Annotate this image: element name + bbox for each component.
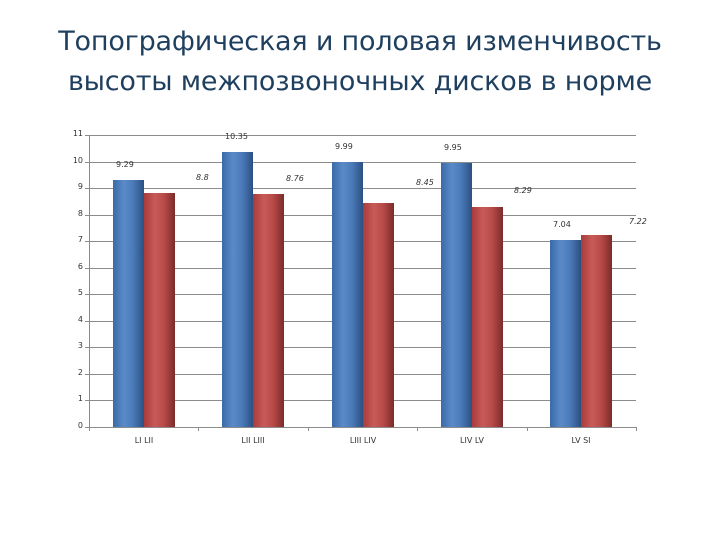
chart-title: Топографическая и половая изменчивость в… [0, 22, 720, 102]
y-tick-mark [85, 294, 89, 295]
y-tick-mark [85, 321, 89, 322]
data-label-series2: 7.22 [629, 217, 647, 226]
category-label: LIV LV [460, 436, 484, 445]
y-axis [89, 135, 90, 428]
data-label-series1: 9.29 [116, 160, 134, 169]
y-tick-mark [85, 400, 89, 401]
data-label-series1: 9.95 [444, 143, 462, 152]
y-tick-mark [85, 374, 89, 375]
y-tick-label: 7 [77, 235, 83, 244]
y-tick-mark [85, 427, 89, 428]
y-tick-mark [85, 135, 89, 136]
data-label-series2: 8.45 [416, 178, 434, 187]
bar-series1-4 [441, 163, 472, 427]
gridline [89, 135, 636, 136]
bar-series2-1 [144, 193, 175, 427]
y-tick-label: 6 [77, 262, 83, 271]
x-tick-mark [89, 427, 90, 431]
category-label: LV SI [571, 436, 591, 445]
bar-series1-1 [113, 180, 144, 427]
y-tick-label: 1 [77, 394, 83, 403]
y-tick-label: 5 [77, 288, 83, 297]
y-tick-label: 2 [77, 368, 83, 377]
chart-title-line-1: Топографическая и половая изменчивость [58, 26, 662, 57]
bar-series2-4 [472, 207, 503, 427]
y-tick-label: 9 [77, 182, 83, 191]
y-tick-label: 11 [72, 129, 83, 138]
category-label: LII LIII [241, 436, 265, 445]
bar-series2-2 [253, 194, 284, 427]
x-tick-mark [527, 427, 528, 431]
x-tick-mark [308, 427, 309, 431]
y-tick-mark [85, 347, 89, 348]
data-label-series1: 10.35 [225, 132, 248, 141]
x-tick-mark [198, 427, 199, 431]
y-tick-mark [85, 162, 89, 163]
x-tick-mark [636, 427, 637, 431]
y-tick-label: 4 [77, 315, 83, 324]
x-axis [89, 427, 636, 428]
y-tick-label: 3 [77, 341, 83, 350]
y-tick-mark [85, 241, 89, 242]
data-label-series2: 8.8 [196, 173, 209, 182]
category-label: LI LII [134, 436, 154, 445]
chart-title-line-2: высоты межпозвоночных дисков в норме [67, 66, 653, 97]
data-label-series1: 9.99 [335, 142, 353, 151]
y-tick-mark [85, 188, 89, 189]
category-label: LIII LIV [349, 436, 377, 445]
y-tick-mark [85, 268, 89, 269]
data-label-series1: 7.04 [553, 220, 571, 229]
bar-series1-2 [222, 152, 253, 427]
y-tick-label: 8 [77, 209, 83, 218]
data-label-series2: 8.76 [286, 174, 304, 183]
bar-series1-5 [550, 240, 581, 427]
x-tick-mark [417, 427, 418, 431]
data-label-series2: 8.29 [514, 186, 532, 195]
bar-series1-3 [332, 162, 363, 427]
bar-series2-5 [581, 235, 612, 427]
bar-series2-3 [363, 203, 394, 427]
y-tick-label: 10 [72, 156, 83, 165]
y-tick-mark [85, 215, 89, 216]
y-tick-label: 0 [77, 421, 83, 430]
